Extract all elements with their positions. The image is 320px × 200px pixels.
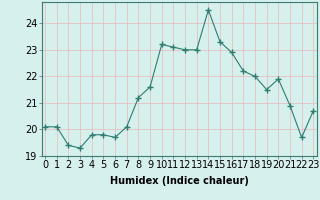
X-axis label: Humidex (Indice chaleur): Humidex (Indice chaleur) <box>110 176 249 186</box>
